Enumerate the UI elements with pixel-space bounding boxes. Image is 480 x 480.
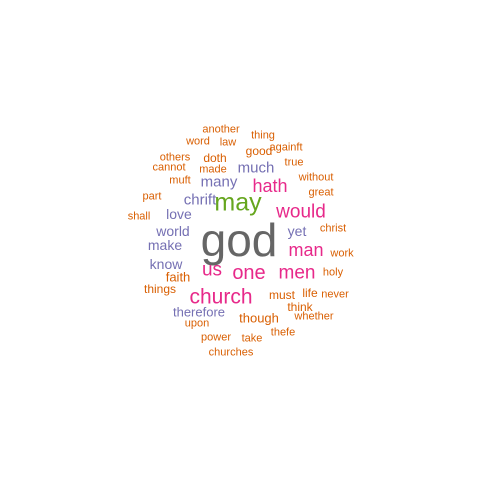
word-think: think [287,300,313,314]
word-faith: faith [165,269,191,285]
word-thing: thing [251,129,275,142]
word-love: love [166,206,192,222]
word-doth: doth [203,151,227,165]
word-law: law [219,136,237,149]
word-churches: churches [208,346,254,359]
word-good: good [245,144,273,158]
word-power: power [201,331,231,344]
word-us: us [201,259,223,281]
word-world: world [156,223,190,239]
word-thefe: thefe [270,326,296,339]
word-christ: christ [319,222,347,235]
word-true: true [284,156,304,169]
word-cannot: cannot [152,161,186,174]
word-many: many [200,173,238,191]
word-may: may [214,188,262,217]
word-great: great [308,186,334,199]
word-never: never [321,288,349,301]
word-one: one [232,262,266,284]
word-therefore: therefore [172,304,226,320]
word-church: church [189,285,253,309]
word-shall: shall [127,210,151,223]
word-though: though [239,310,279,326]
word-make: make [147,237,183,253]
word-others: others [159,151,191,164]
word-another: another [202,123,240,136]
word-word: word [186,135,210,148]
word-man: man [288,240,324,260]
word-yet: yet [287,223,307,239]
word-muft: muft [169,174,191,187]
word-life: life [302,286,318,300]
word-much: much [237,159,275,177]
word-would: would [276,201,326,223]
word-without: without [298,171,334,184]
word-chrift: chrift [183,191,217,209]
word-take: take [241,332,263,345]
word-know: know [149,256,183,272]
word-part: part [142,190,162,203]
word-god: god [200,214,278,266]
word-upon: upon [184,317,210,330]
word-whether: whether [294,310,334,323]
word-holy: holy [322,266,344,279]
word-hath: hath [252,176,288,196]
word-work: work [330,247,354,260]
word-made: made [199,163,227,176]
word-men: men [278,262,316,284]
word-must: must [268,288,296,302]
word-things: things [143,282,177,296]
word-againft: againft [269,141,303,154]
